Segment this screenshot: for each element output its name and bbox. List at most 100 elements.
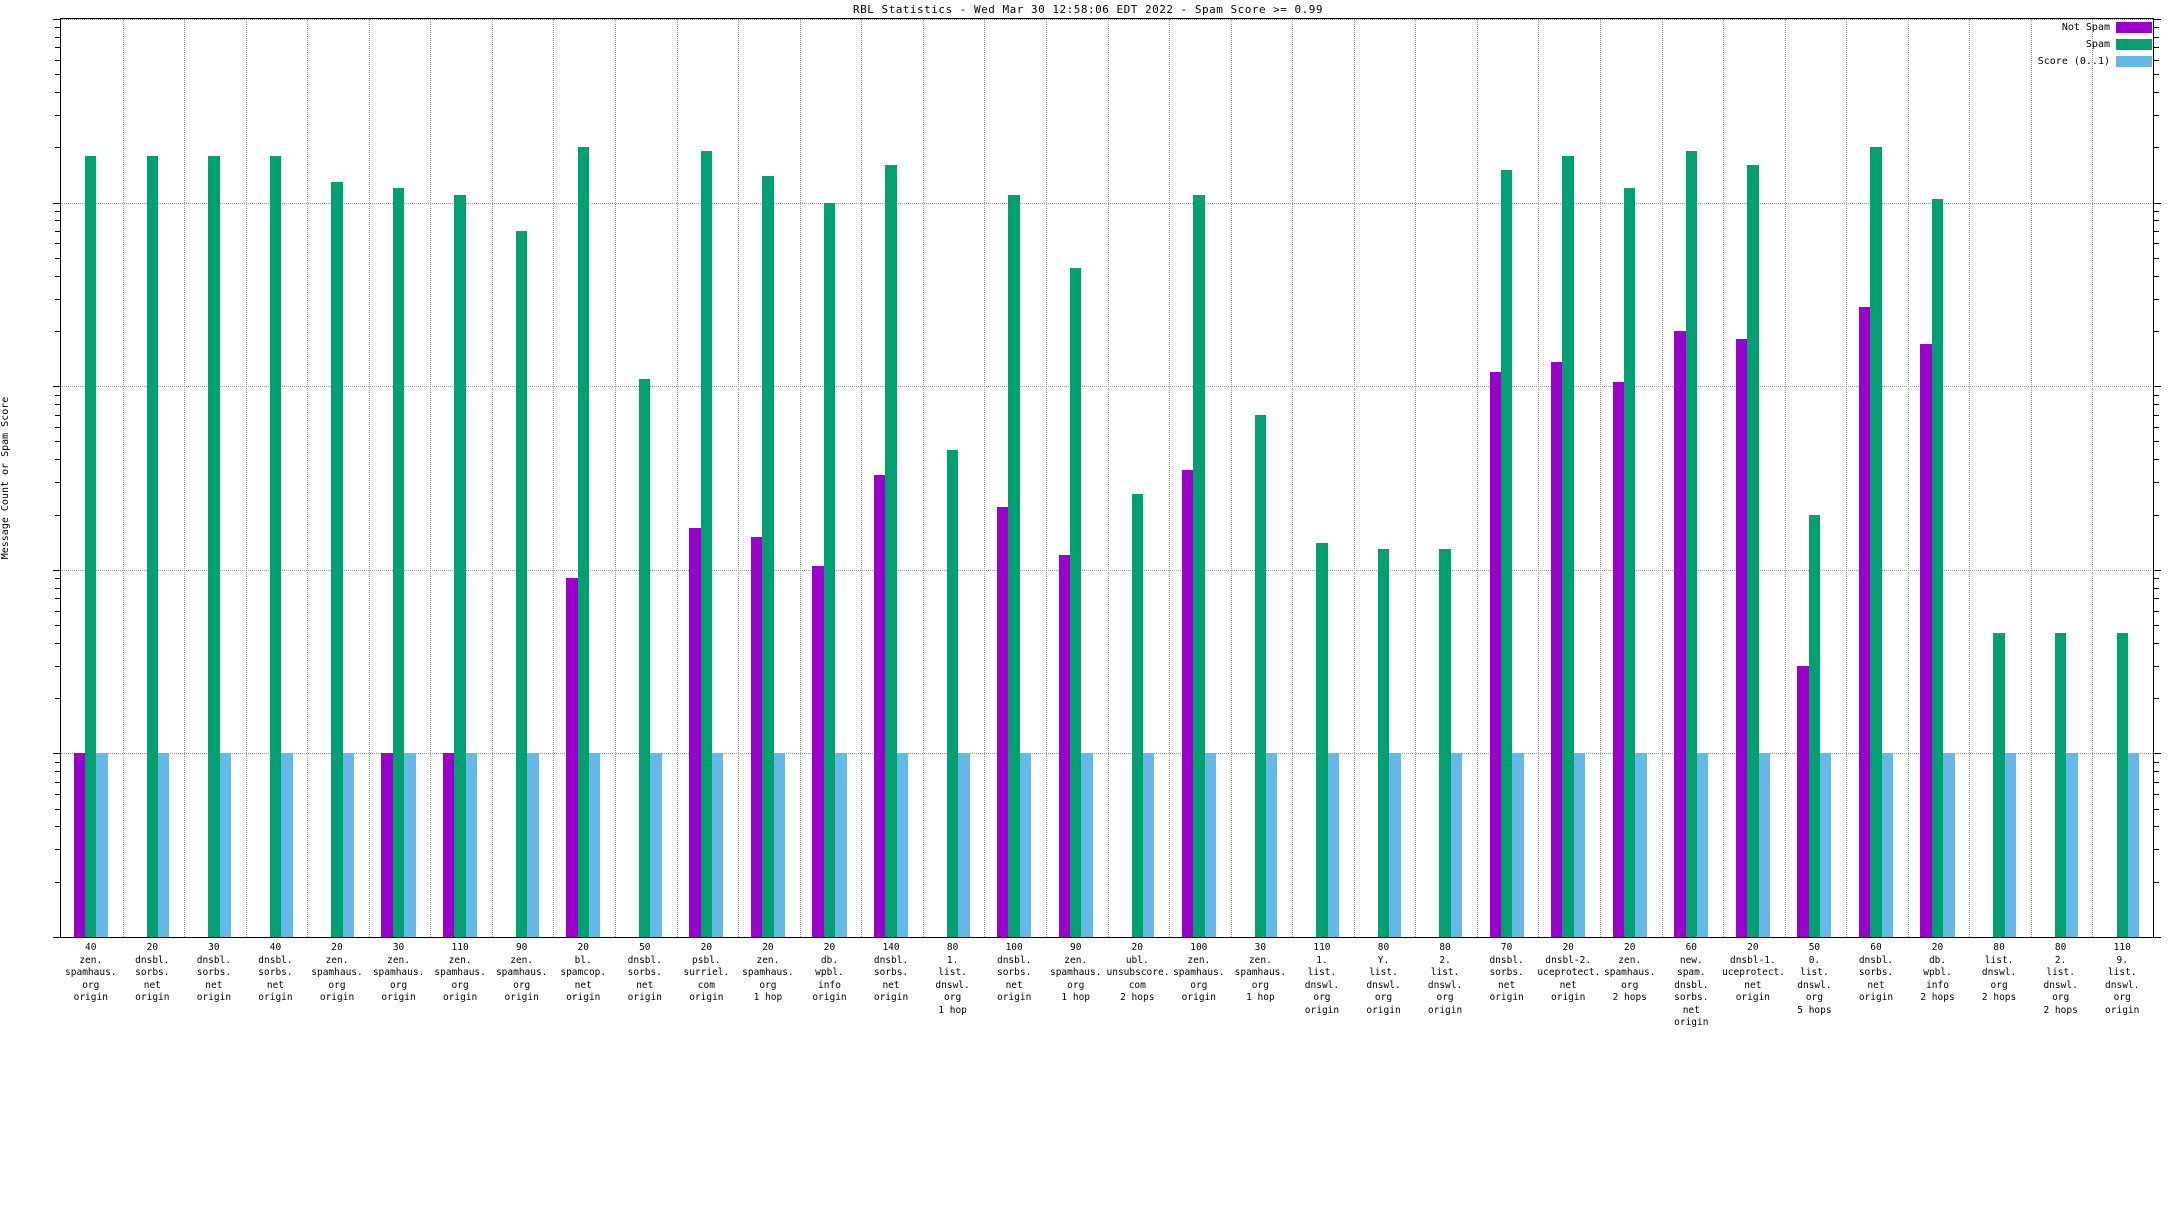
- bar-score-0-1[interactable]: [2066, 753, 2078, 937]
- bar-group[interactable]: [1797, 19, 1832, 937]
- bar-score-0-1[interactable]: [712, 753, 724, 937]
- bar-spam[interactable]: [2116, 633, 2128, 937]
- bar-score-0-1[interactable]: [281, 753, 293, 937]
- bar-spam[interactable]: [515, 231, 528, 937]
- bar-group[interactable]: [566, 19, 601, 937]
- bar-spam[interactable]: [1870, 147, 1882, 937]
- bar-score-0-1[interactable]: [1573, 753, 1586, 937]
- bar-not-spam[interactable]: [812, 565, 824, 937]
- bar-group[interactable]: [135, 19, 170, 937]
- bar-score-0-1[interactable]: [1943, 753, 1955, 937]
- bar-group[interactable]: [1674, 19, 1709, 937]
- bar-score-0-1[interactable]: [1450, 753, 1463, 937]
- bar-spam[interactable]: [1439, 548, 1451, 937]
- bar-score-0-1[interactable]: [588, 753, 601, 937]
- bar-group[interactable]: [1058, 19, 1093, 937]
- bar-spam[interactable]: [1316, 542, 1328, 937]
- bar-score-0-1[interactable]: [342, 753, 355, 937]
- bar-group[interactable]: [1489, 19, 1524, 937]
- bar-not-spam[interactable]: [443, 753, 455, 937]
- bar-score-0-1[interactable]: [1758, 753, 1770, 937]
- bar-score-0-1[interactable]: [835, 753, 847, 937]
- bar-spam[interactable]: [639, 378, 651, 937]
- bar-score-0-1[interactable]: [1142, 753, 1155, 937]
- bar-group[interactable]: [2105, 19, 2140, 937]
- bar-score-0-1[interactable]: [1019, 753, 1032, 937]
- bar-group[interactable]: [1305, 19, 1339, 937]
- bar-spam[interactable]: [1808, 514, 1821, 937]
- bar-spam[interactable]: [146, 155, 158, 937]
- bar-group[interactable]: [1551, 19, 1586, 937]
- bar-spam[interactable]: [331, 181, 343, 937]
- bar-group[interactable]: [258, 19, 293, 937]
- bar-not-spam[interactable]: [73, 753, 86, 937]
- bar-score-0-1[interactable]: [1512, 753, 1524, 937]
- bar-spam[interactable]: [1070, 268, 1082, 937]
- bar-group[interactable]: [2044, 19, 2078, 937]
- bar-spam[interactable]: [1500, 170, 1513, 937]
- bar-score-0-1[interactable]: [1635, 753, 1647, 937]
- bar-spam[interactable]: [823, 202, 836, 937]
- bar-not-spam[interactable]: [1858, 307, 1871, 937]
- bar-group[interactable]: [320, 19, 355, 937]
- bar-score-0-1[interactable]: [404, 753, 416, 937]
- bar-score-0-1[interactable]: [1696, 753, 1709, 937]
- bar-score-0-1[interactable]: [465, 753, 478, 937]
- bar-group[interactable]: [505, 19, 539, 937]
- bar-score-0-1[interactable]: [96, 753, 108, 937]
- bar-score-0-1[interactable]: [1881, 753, 1894, 937]
- legend-item[interactable]: Not Spam: [2062, 22, 2152, 33]
- bar-score-0-1[interactable]: [650, 753, 662, 937]
- bar-not-spam[interactable]: [1735, 339, 1748, 937]
- legend-item[interactable]: Spam: [2086, 39, 2152, 50]
- bar-group[interactable]: [1612, 19, 1647, 937]
- bar-not-spam[interactable]: [1181, 469, 1194, 937]
- bar-group[interactable]: [812, 19, 847, 937]
- bar-group[interactable]: [443, 19, 478, 937]
- bar-not-spam[interactable]: [1489, 371, 1501, 937]
- bar-group[interactable]: [1428, 19, 1463, 937]
- bar-not-spam[interactable]: [1612, 382, 1625, 937]
- bar-spam[interactable]: [762, 175, 774, 937]
- bar-score-0-1[interactable]: [1266, 753, 1278, 937]
- bar-spam[interactable]: [2054, 633, 2067, 937]
- bar-score-0-1[interactable]: [773, 753, 785, 937]
- bar-spam[interactable]: [700, 151, 713, 937]
- bar-not-spam[interactable]: [997, 506, 1009, 937]
- bar-not-spam[interactable]: [1920, 343, 1932, 937]
- bar-group[interactable]: [1858, 19, 1894, 937]
- bar-spam[interactable]: [454, 195, 466, 937]
- bar-not-spam[interactable]: [1674, 330, 1686, 937]
- bar-group[interactable]: [936, 19, 970, 937]
- bar-spam[interactable]: [208, 155, 220, 937]
- bar-spam[interactable]: [85, 155, 97, 937]
- bar-spam[interactable]: [1377, 548, 1390, 937]
- bar-score-0-1[interactable]: [1389, 753, 1401, 937]
- bar-group[interactable]: [197, 19, 231, 937]
- bar-spam[interactable]: [1008, 195, 1020, 937]
- bar-spam[interactable]: [1193, 195, 1205, 937]
- bar-not-spam[interactable]: [750, 537, 763, 937]
- bar-score-0-1[interactable]: [958, 753, 970, 937]
- bar-not-spam[interactable]: [381, 753, 393, 937]
- bar-spam[interactable]: [392, 188, 405, 937]
- bar-group[interactable]: [73, 19, 108, 937]
- bar-score-0-1[interactable]: [896, 753, 909, 937]
- bar-group[interactable]: [689, 19, 724, 937]
- bar-group[interactable]: [1920, 19, 1955, 937]
- bar-score-0-1[interactable]: [2127, 753, 2140, 937]
- bar-spam[interactable]: [1931, 198, 1944, 937]
- bar-spam[interactable]: [946, 449, 959, 937]
- bar-score-0-1[interactable]: [527, 753, 539, 937]
- bar-spam[interactable]: [1624, 188, 1636, 937]
- bar-not-spam[interactable]: [1551, 362, 1563, 937]
- bar-not-spam[interactable]: [873, 474, 886, 937]
- bar-score-0-1[interactable]: [1081, 753, 1093, 937]
- bar-spam[interactable]: [577, 147, 589, 937]
- bar-spam[interactable]: [1131, 493, 1143, 937]
- bar-group[interactable]: [1181, 19, 1216, 937]
- bar-group[interactable]: [381, 19, 416, 937]
- bar-not-spam[interactable]: [566, 578, 578, 937]
- bar-group[interactable]: [750, 19, 785, 937]
- bar-score-0-1[interactable]: [219, 753, 231, 937]
